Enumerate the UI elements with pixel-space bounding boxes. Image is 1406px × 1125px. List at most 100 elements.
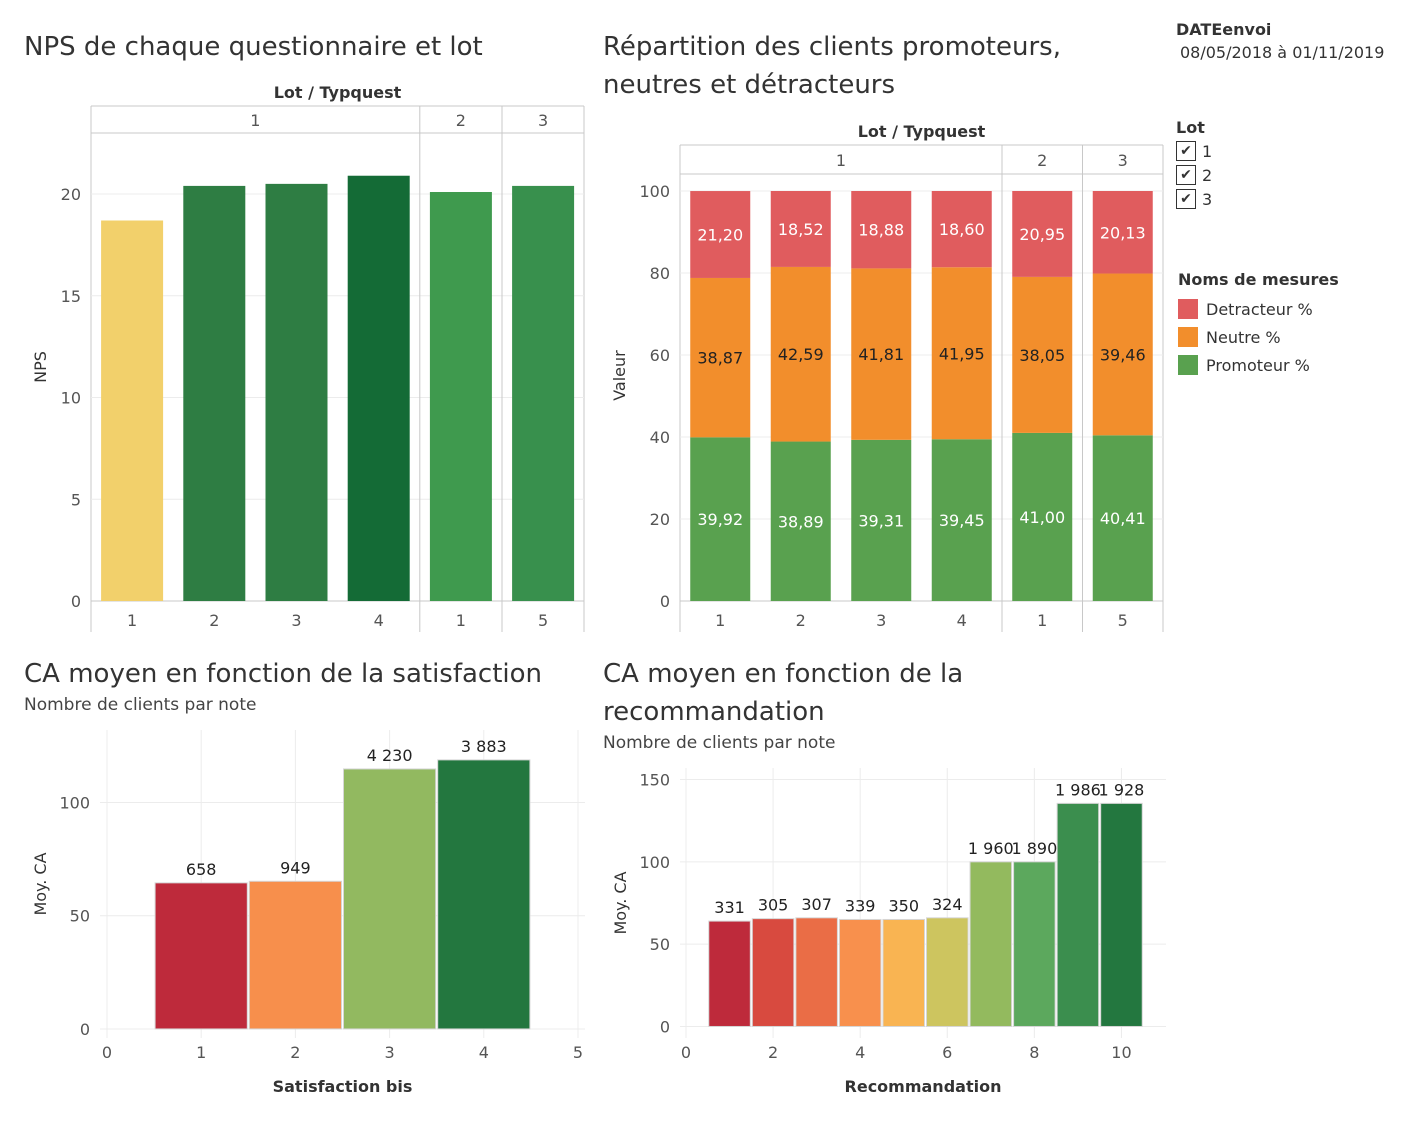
bar-count-label: 1 928: [1099, 780, 1145, 799]
bar: [343, 768, 437, 1030]
x-tick-label: 4: [957, 611, 967, 630]
x-tick-label: 1: [1037, 611, 1047, 630]
bar-value-label: 38,05: [1019, 346, 1065, 365]
measure-legend-title: Noms de mesures: [1178, 270, 1339, 289]
y-axis-label: NPS: [31, 351, 50, 383]
bar-count-label: 1 986: [1055, 780, 1101, 799]
stacked-bar-segment: [1092, 191, 1153, 274]
facet-header: Lot / Typquest: [858, 122, 986, 141]
checkbox-checked-icon[interactable]: ✔: [1176, 189, 1196, 209]
y-tick-label: 5: [71, 490, 81, 509]
bar: [926, 917, 969, 1027]
stacked-bar-segment: [851, 191, 912, 269]
legend-label: Detracteur %: [1206, 299, 1313, 319]
stacked-bar-segment: [931, 439, 992, 601]
y-tick-label: 60: [650, 346, 670, 365]
x-axis-label: Recommandation: [845, 1077, 1002, 1096]
legend-swatch: [1178, 327, 1198, 347]
bar-value-label: 18,60: [939, 220, 985, 239]
y-tick-label: 0: [71, 592, 81, 611]
bar-value-label: 39,45: [939, 511, 985, 530]
y-tick-label: 50: [650, 935, 670, 954]
y-tick-label: 100: [639, 853, 670, 872]
lot-header-label: 1: [836, 151, 846, 170]
x-tick-label: 0: [102, 1043, 112, 1062]
stacked-bar-segment: [690, 437, 751, 601]
lot-filter-title: Lot: [1176, 118, 1205, 137]
measure-legend: Noms de mesures Detracteur % Neutre % Pr…: [1178, 270, 1339, 379]
bar-value-label: 42,59: [778, 345, 824, 364]
checkbox-checked-icon[interactable]: ✔: [1176, 165, 1196, 185]
x-tick-label: 1: [127, 611, 137, 630]
bar-value-label: 39,46: [1100, 345, 1146, 364]
chart2-title-line2: neutres et détracteurs: [603, 70, 896, 100]
nps-chart: Lot / Typquest 0 5 10 15 20 NPS 1 1 2 3 4 2 1 3 5: [31, 83, 585, 632]
x-tick-label: 5: [538, 611, 548, 630]
bar: [183, 185, 246, 601]
y-axis-label: Moy. CA: [611, 871, 630, 934]
stacked-bar-segment: [1012, 432, 1073, 601]
bar: [101, 220, 164, 601]
bar: [1100, 802, 1143, 1027]
legend-item-promoteur[interactable]: Promoteur %: [1178, 351, 1339, 379]
y-tick-label: 0: [660, 592, 670, 611]
date-filter[interactable]: DATEenvoi 08/05/2018 à 01/11/2019: [1176, 20, 1384, 62]
facet-header: Lot / Typquest: [274, 83, 402, 102]
bar: [154, 882, 248, 1030]
lot-header-label: 2: [456, 111, 466, 130]
chart4-subtitle: Nombre de clients par note: [603, 733, 836, 753]
checkbox-checked-icon[interactable]: ✔: [1176, 141, 1196, 161]
lot-filter-option-label: 1: [1202, 141, 1213, 161]
bar-count-label: 331: [714, 898, 745, 917]
bar-count-label: 307: [801, 895, 832, 914]
bar-count-label: 305: [758, 896, 789, 915]
x-tick-label: 10: [1111, 1043, 1131, 1062]
bar-count-label: 1 890: [1011, 839, 1057, 858]
x-tick-label: 2: [209, 611, 219, 630]
stacked-bar-segment: [851, 439, 912, 601]
bar-value-label: 20,95: [1019, 225, 1065, 244]
lot-filter-option-label: 3: [1202, 189, 1213, 209]
y-axis-label: Valeur: [610, 350, 629, 401]
bar: [429, 192, 492, 601]
y-axis-label: Moy. CA: [31, 852, 50, 915]
x-tick-label: 2: [768, 1043, 778, 1062]
bar: [708, 920, 751, 1027]
bar-value-label: 18,88: [858, 221, 904, 240]
y-tick-label: 20: [650, 510, 670, 529]
bar-value-label: 21,20: [697, 226, 743, 245]
stacked-bar-segment: [690, 191, 751, 278]
y-tick-label: 40: [650, 428, 670, 447]
bar: [795, 917, 838, 1027]
bar: [838, 918, 882, 1027]
x-tick-label: 1: [196, 1043, 206, 1062]
bar-value-label: 40,41: [1100, 509, 1146, 528]
stacked-bar-segment: [931, 191, 992, 268]
x-tick-label: 5: [1118, 611, 1128, 630]
lot-header-label: 3: [538, 111, 548, 130]
chart3-subtitle: Nombre de clients par note: [24, 695, 257, 715]
chart1-title: NPS de chaque questionnaire et lot: [24, 32, 483, 62]
x-tick-label: 4: [855, 1043, 865, 1062]
lot-filter-option-2[interactable]: ✔ 2: [1176, 163, 1212, 187]
bar-count-label: 350: [888, 896, 919, 915]
y-tick-label: 100: [59, 793, 90, 812]
x-tick-label: 3: [876, 611, 886, 630]
bar-value-label: 41,95: [939, 344, 985, 363]
x-tick-label: 5: [573, 1043, 583, 1062]
stacked-bar-segment: [770, 441, 831, 601]
lot-filter-option-3[interactable]: ✔ 3: [1176, 187, 1212, 211]
x-tick-label: 0: [681, 1043, 691, 1062]
legend-item-detracteur[interactable]: Detracteur %: [1178, 295, 1339, 323]
legend-item-neutre[interactable]: Neutre %: [1178, 323, 1339, 351]
y-tick-label: 80: [650, 264, 670, 283]
legend-swatch: [1178, 299, 1198, 319]
bar: [1056, 802, 1100, 1027]
bar: [882, 918, 925, 1027]
bar-value-label: 18,52: [778, 220, 824, 239]
bar: [1013, 861, 1056, 1027]
lot-filter-option-1[interactable]: ✔ 1: [1176, 139, 1212, 163]
date-filter-label: DATEenvoi: [1176, 20, 1272, 39]
bar: [248, 880, 342, 1030]
